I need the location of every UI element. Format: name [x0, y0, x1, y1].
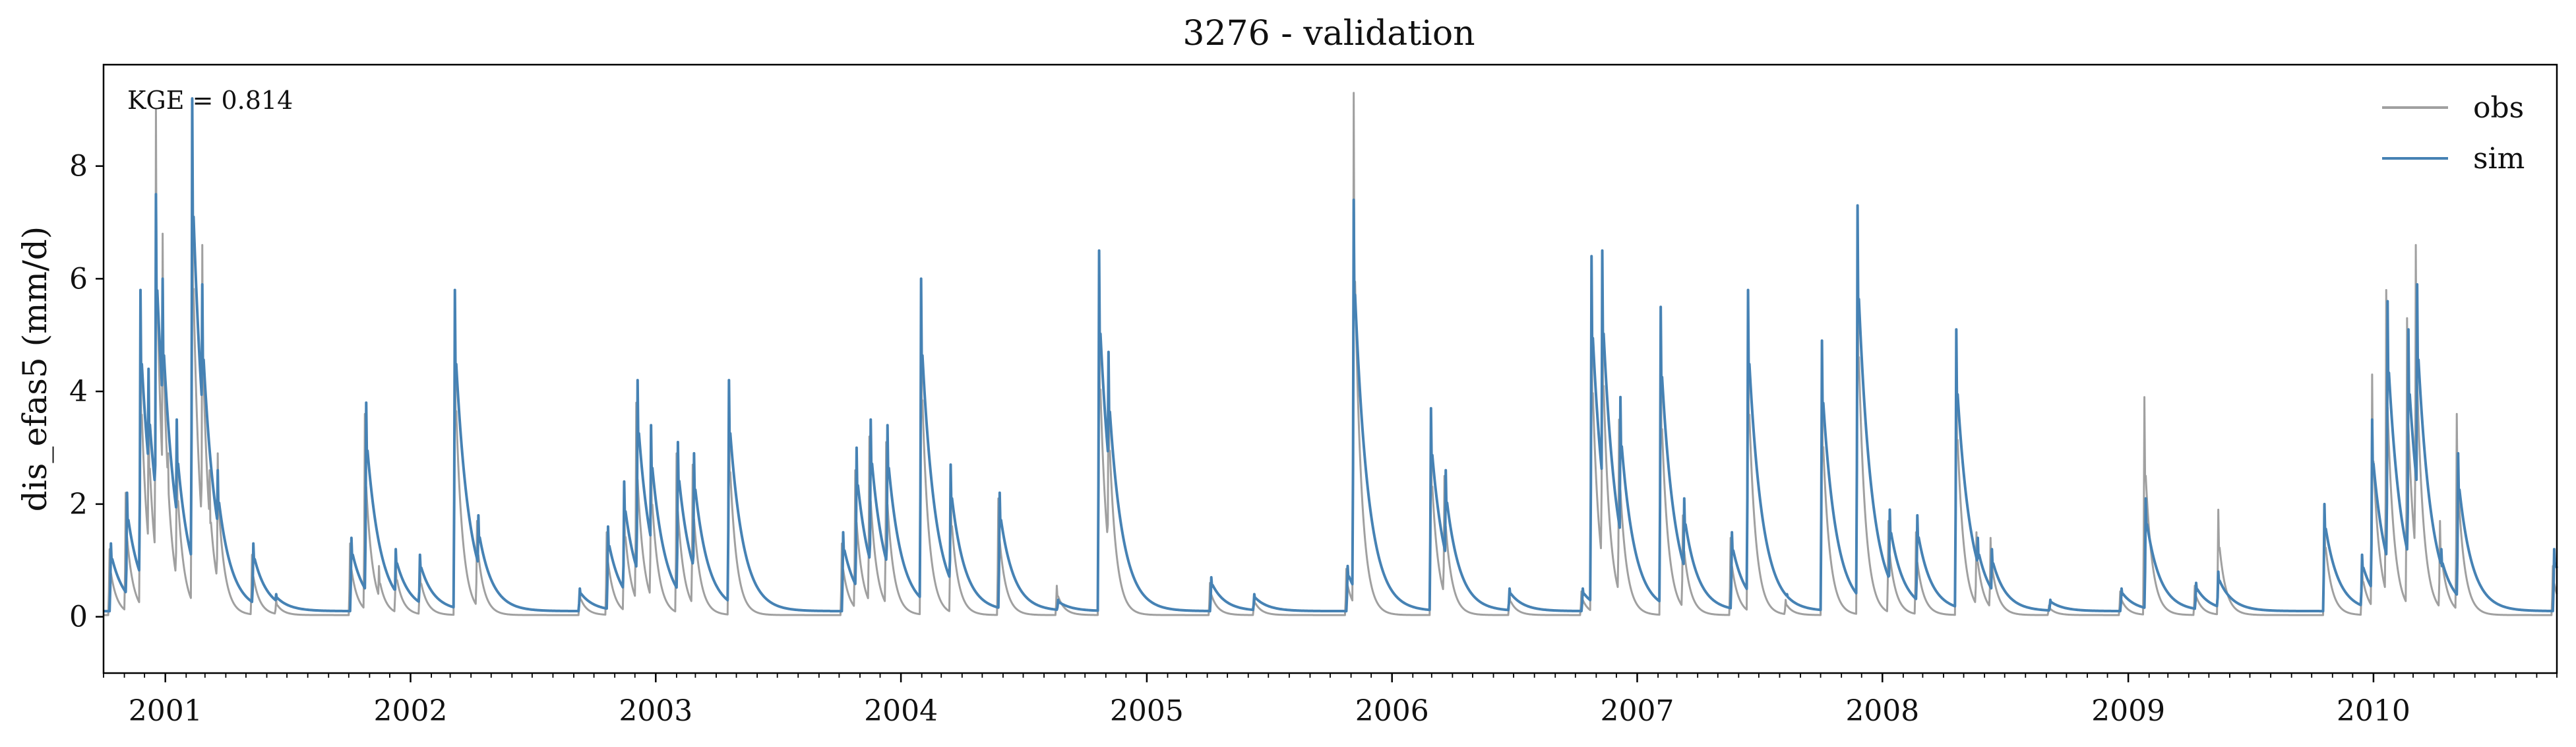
- x-tick-label: 2004: [864, 694, 938, 728]
- legend-label-obs: obs: [2473, 91, 2524, 125]
- x-tick-label: 2010: [2337, 694, 2410, 728]
- series-line-obs: [103, 92, 2558, 616]
- legend: obs sim: [2382, 91, 2525, 176]
- y-tick-label: 6: [69, 262, 88, 296]
- y-axis: 0 2 4 6 8: [69, 150, 104, 634]
- series-line-sim: [103, 97, 2558, 613]
- legend-label-sim: sim: [2473, 142, 2525, 176]
- y-axis-label: dis_efas5 (mm/d): [16, 226, 54, 512]
- x-tick-label: 2003: [619, 694, 692, 728]
- x-tick-label: 2009: [2091, 694, 2165, 728]
- x-tick-label: 2001: [129, 694, 202, 728]
- y-tick-label: 4: [69, 375, 88, 408]
- x-tick-label: 2008: [1845, 694, 1919, 728]
- series-layer: [103, 92, 2558, 616]
- y-tick-label: 8: [69, 150, 88, 183]
- y-tick-label: 0: [69, 601, 88, 634]
- x-tick-label: 2005: [1110, 694, 1184, 728]
- x-tick-label: 2002: [374, 694, 448, 728]
- chart-title: 3276 - validation: [1182, 14, 1475, 53]
- kge-annotation: KGE = 0.814: [127, 86, 293, 115]
- x-tick-label: 2007: [1601, 694, 1674, 728]
- y-tick-label: 2: [69, 488, 88, 521]
- x-tick-label: 2006: [1355, 694, 1429, 728]
- x-axis: 2001 2002 2003 2004 2005 2006 2007 2008 2009 2010: [103, 673, 2558, 728]
